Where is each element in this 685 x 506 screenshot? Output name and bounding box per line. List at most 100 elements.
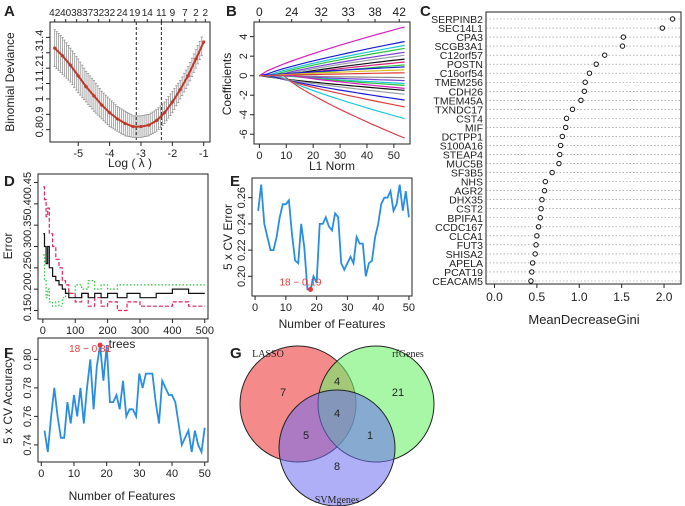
venn-count-rf-svm: 1 bbox=[367, 430, 373, 442]
gene-label: POSTN bbox=[447, 59, 483, 71]
coefficient-path bbox=[259, 40, 405, 77]
y-tick-label: 0 bbox=[238, 73, 250, 79]
deviance-point bbox=[60, 54, 65, 58]
top-tick-label: 7 bbox=[182, 8, 188, 19]
top-tick-label: 33 bbox=[341, 5, 355, 19]
y-tick-label: 1.4 bbox=[34, 30, 46, 45]
gene-label: S100A16 bbox=[440, 140, 483, 152]
y-tick-label: -4 bbox=[238, 110, 250, 120]
y-tick-label: 0.78 bbox=[22, 377, 34, 398]
x-tick-label: -3 bbox=[136, 148, 146, 160]
gene-label: FUT3 bbox=[457, 240, 483, 252]
x-tick-label: 0 bbox=[38, 468, 44, 480]
gini-point bbox=[593, 61, 599, 67]
deviance-point bbox=[108, 111, 112, 115]
deviance-point bbox=[123, 121, 127, 126]
panel-b-top-axis: 0 24 32 33 38 42 bbox=[256, 5, 406, 22]
x-tick-label: 1.5 bbox=[613, 290, 630, 304]
panel-e-ticks: 0 10 20 30 40 50 0.20 0.22 0.24 0.26 bbox=[236, 187, 415, 314]
x-tick-label: 50 bbox=[388, 150, 400, 162]
panel-g: G LASSO rfGenes SVMgenes 7 21 8 4 5 1 4 bbox=[230, 345, 435, 506]
gini-point bbox=[569, 106, 576, 113]
panel-f-ticks: 0 10 20 30 40 50 0.74 0.76 0.78 0.80 bbox=[22, 349, 211, 480]
gene-label: CDH26 bbox=[449, 86, 484, 98]
panel-a-plot bbox=[53, 22, 206, 142]
y-tick-label: 2 bbox=[238, 53, 250, 59]
panel-f-frame bbox=[37, 337, 209, 463]
panel-d-ticks: 0 100 200 300 400 500 0.150.200.250.300.350.40… bbox=[22, 172, 214, 337]
coefficient-path bbox=[259, 66, 405, 77]
gini-point bbox=[669, 16, 676, 22]
panel-c: C SERPINB2SEC14L1CPA3SCGB3A1C12orf57POST… bbox=[420, 3, 682, 327]
gini-point bbox=[542, 178, 549, 185]
gini-point bbox=[529, 260, 536, 266]
x-tick-label: -1 bbox=[199, 148, 209, 160]
panel-d-ylabel: Error bbox=[1, 233, 15, 260]
gini-point bbox=[562, 124, 569, 131]
gini-point bbox=[586, 70, 593, 76]
y-tick-label: 4 bbox=[238, 34, 250, 40]
top-tick-label: 19 bbox=[129, 8, 141, 19]
top-tick-label: 11 bbox=[156, 8, 167, 19]
x-tick-label: -2 bbox=[167, 148, 177, 160]
coefficient-path bbox=[259, 75, 405, 108]
gini-point bbox=[659, 25, 666, 31]
x-tick-label: 0 bbox=[256, 150, 262, 162]
y-tick-label: -6 bbox=[238, 129, 250, 139]
panel-a-letter: A bbox=[4, 3, 15, 20]
gene-label: NHS bbox=[461, 177, 483, 189]
gene-label: STEAP4 bbox=[443, 150, 483, 162]
gini-point bbox=[559, 133, 566, 140]
deviance-point bbox=[100, 103, 104, 107]
gene-label: TXNDC17 bbox=[435, 104, 483, 116]
error-curve bbox=[43, 254, 205, 307]
panel-b-ylabel: Coefficients bbox=[220, 53, 234, 115]
x-tick-label: 200 bbox=[98, 325, 116, 337]
top-tick-label: 2 bbox=[193, 8, 199, 19]
panel-e-ylabel: 5 x CV Error bbox=[221, 204, 235, 270]
venn-count-lasso-rf: 4 bbox=[334, 376, 340, 388]
gini-point bbox=[582, 79, 588, 85]
y-tick-label: 0.74 bbox=[22, 434, 34, 455]
venn-label-lasso: LASSO bbox=[252, 349, 284, 360]
panel-b-frame bbox=[253, 21, 411, 145]
panel-a-ylabel: Binomial Deviance bbox=[3, 32, 17, 132]
top-tick-label: 38 bbox=[368, 5, 382, 19]
top-tick-label: 32 bbox=[315, 5, 329, 19]
x-tick-label: 0.5 bbox=[529, 290, 546, 304]
gini-point bbox=[601, 52, 608, 58]
panel-a-ticks: -5 -4 -3 -2 -1 0.80.9 1 1.11.21.31.4 bbox=[34, 30, 209, 160]
deviance-point bbox=[76, 74, 80, 78]
gini-point bbox=[557, 142, 564, 149]
gene-label: CST4 bbox=[456, 113, 483, 125]
panel-c-frame bbox=[485, 11, 682, 285]
x-tick-label: 20 bbox=[101, 468, 113, 480]
deviance-point bbox=[147, 123, 151, 127]
deviance-point bbox=[202, 40, 206, 44]
top-tick-label: 37 bbox=[82, 8, 94, 19]
coefficient-path bbox=[259, 75, 405, 120]
y-tick-label: -2 bbox=[238, 90, 250, 100]
gini-point bbox=[541, 187, 548, 194]
top-tick-label: 24 bbox=[285, 5, 299, 19]
gene-label: SCGB3A1 bbox=[435, 41, 484, 53]
x-tick-label: 10 bbox=[68, 468, 80, 480]
coefficient-path bbox=[259, 75, 405, 139]
deviance-point bbox=[155, 118, 159, 123]
venn-count-lasso-svm: 5 bbox=[303, 430, 309, 442]
best-point bbox=[97, 342, 103, 348]
gene-label: DHX35 bbox=[449, 195, 483, 207]
panel-a-frame bbox=[49, 21, 211, 143]
x-tick-label: 20 bbox=[310, 302, 322, 314]
panel-b-xlabel: L1 Norm bbox=[309, 159, 355, 173]
error-curve bbox=[43, 233, 205, 299]
deviance-point bbox=[178, 88, 182, 92]
x-tick-label: 2.0 bbox=[656, 290, 673, 304]
coefficient-path bbox=[259, 69, 405, 77]
y-tick-label: 1.2 bbox=[34, 61, 46, 76]
x-tick-label: 1.0 bbox=[571, 290, 588, 304]
panel-e: E 0 10 20 30 40 500.200.220.240.26 18 − 0.19 … bbox=[221, 173, 415, 331]
best-point-label: 18 − 0.81 bbox=[69, 344, 111, 355]
gene-label: SERPINB2 bbox=[431, 14, 483, 26]
